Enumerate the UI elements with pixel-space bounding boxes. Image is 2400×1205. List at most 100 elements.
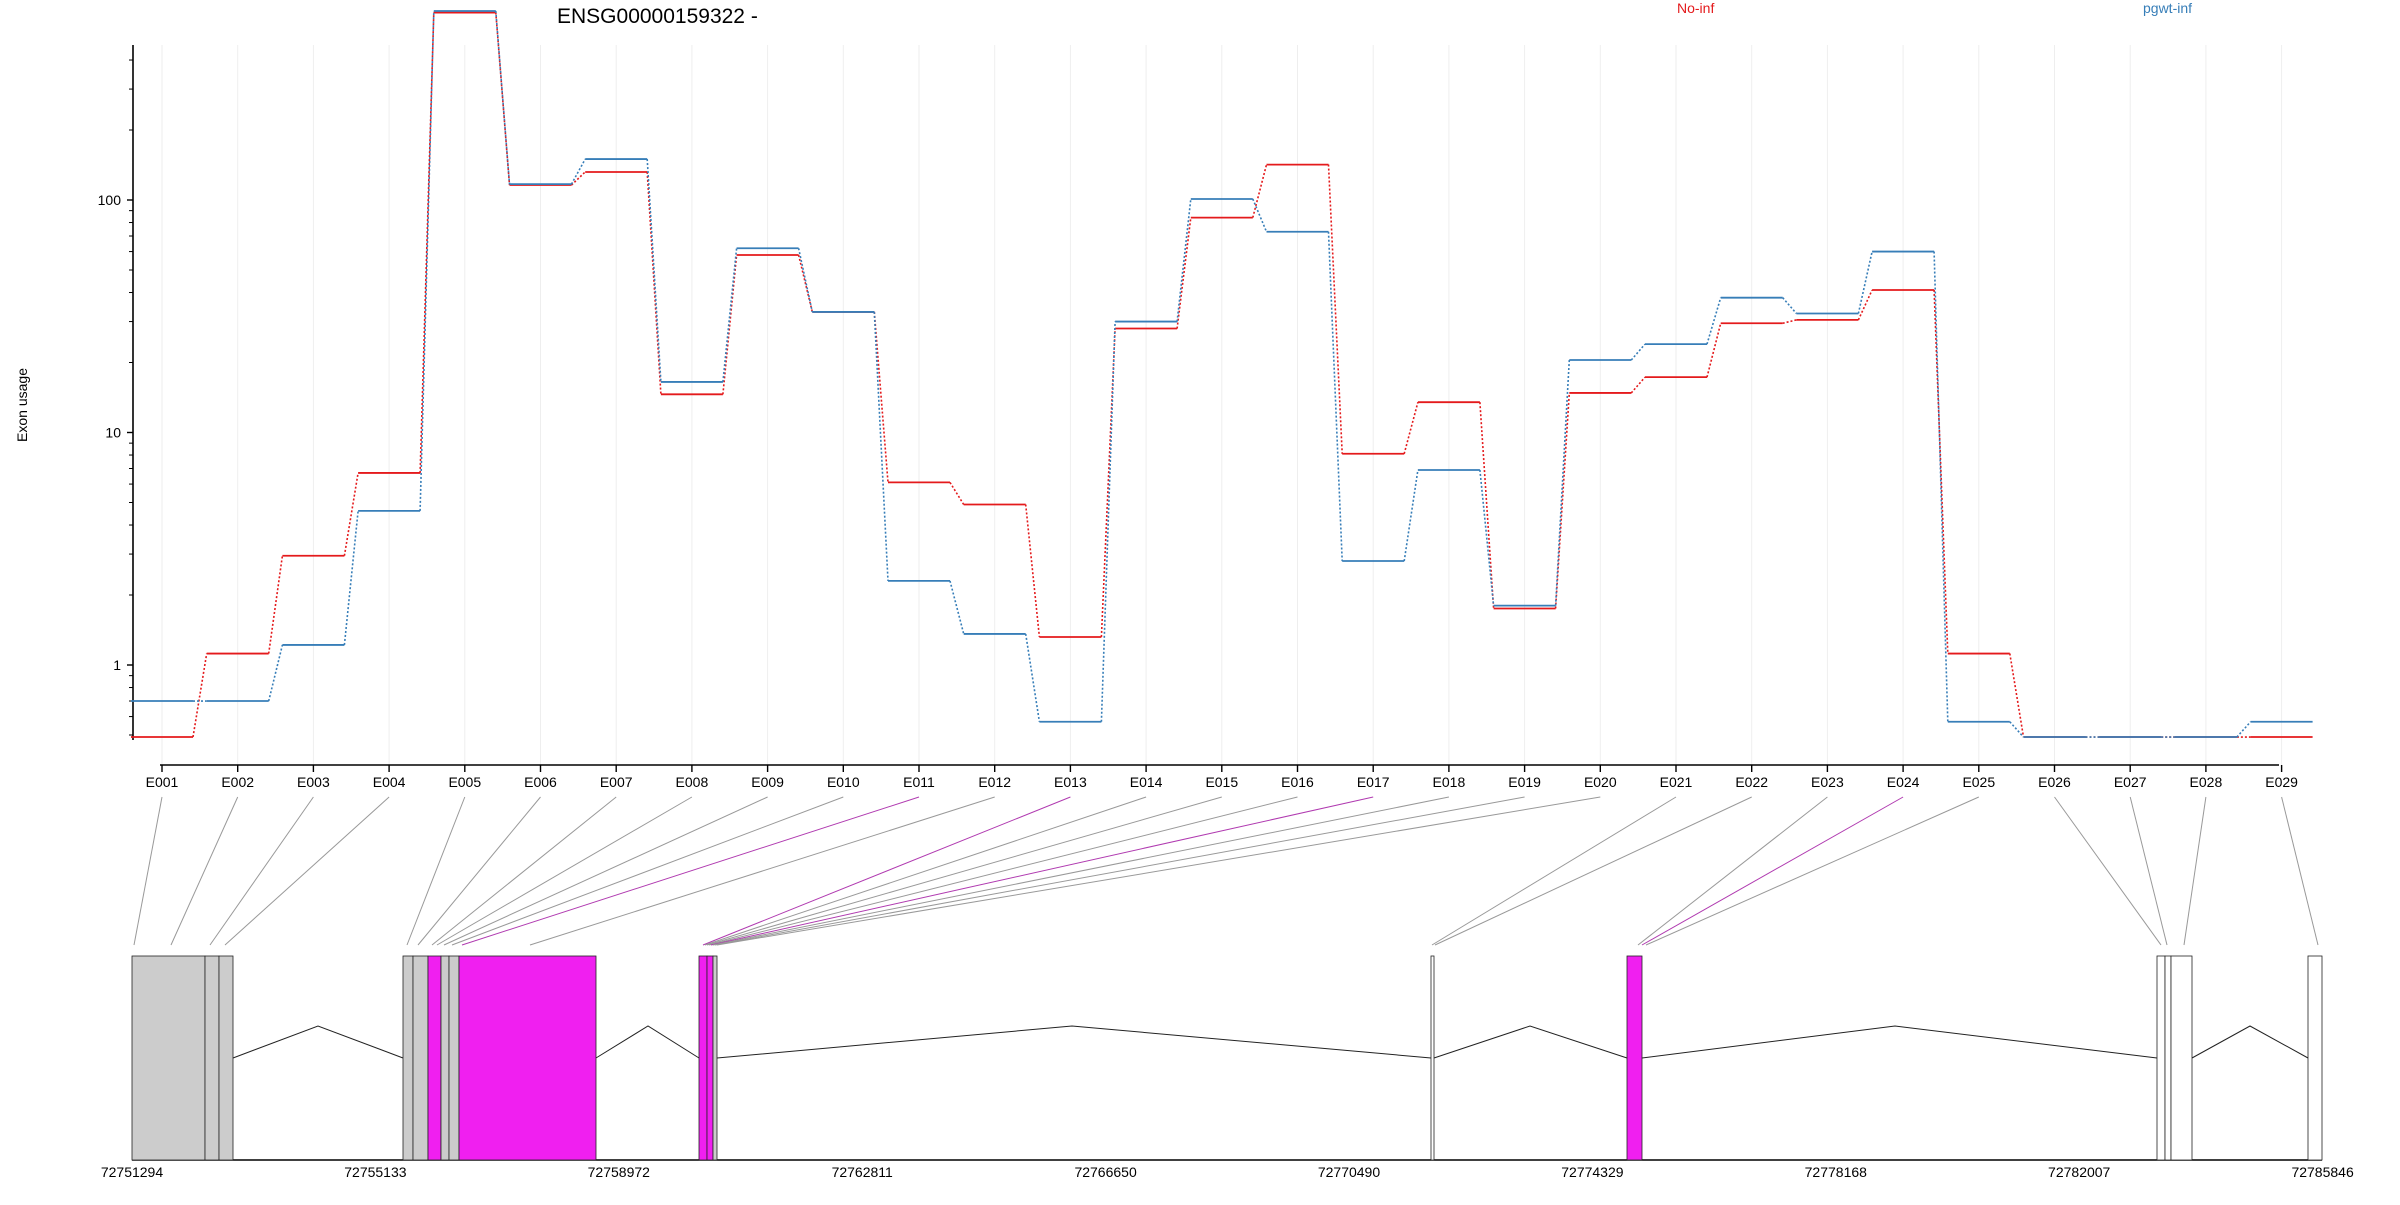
exon-mapping-line (133, 796, 163, 946)
genomic-tick-label: 72782007 (2048, 1164, 2111, 1180)
exon-mapping-line (1641, 796, 1904, 946)
series-connector (1100, 321, 1116, 722)
series-connector (1630, 376, 1646, 394)
series-connector (1327, 231, 1343, 562)
y-tick-label: 10 (105, 425, 121, 441)
series-connector (2236, 721, 2252, 738)
series-connector (2009, 653, 2025, 738)
series-connector (1630, 343, 1646, 361)
legend-label-pgwt-inf: pgwt-inf (2143, 0, 2192, 16)
series-connector (343, 510, 359, 646)
x-tick-label-e026: E026 (2038, 774, 2071, 790)
exon-mapping-line (1637, 796, 1828, 946)
x-tick-label-e003: E003 (297, 774, 330, 790)
exon-mapping-line (704, 796, 1147, 946)
x-tick-label-e017: E017 (1357, 774, 1390, 790)
intron-connector (1433, 1025, 1628, 1059)
series-connector (343, 472, 359, 556)
series-connector (873, 311, 889, 483)
exon-block (218, 955, 234, 1161)
x-tick-label-e005: E005 (448, 774, 481, 790)
x-tick-label-e004: E004 (373, 774, 406, 790)
exon-block (412, 955, 429, 1161)
exon-mapping-line (431, 796, 617, 946)
x-tick-label-e001: E001 (146, 774, 179, 790)
series-connector (949, 580, 965, 635)
exon-block (2164, 955, 2172, 1161)
exon-mapping-line (2281, 796, 2319, 946)
exon-block (2307, 955, 2323, 1161)
series-connector (2009, 721, 2025, 738)
x-tick-label-e024: E024 (1887, 774, 1920, 790)
exon-block (706, 955, 714, 1161)
exon-mapping-line (436, 796, 693, 946)
genomic-tick-label: 72755133 (344, 1164, 407, 1180)
x-tick-label-e007: E007 (600, 774, 633, 790)
exon-mapping-line (406, 796, 466, 946)
x-tick-label-e010: E010 (827, 774, 860, 790)
exon-mapping-line (2129, 796, 2168, 946)
series-pgwt-inf (131, 10, 2313, 738)
series-connector (1176, 198, 1192, 322)
intron-connector (232, 1025, 404, 1059)
series-connector (267, 555, 284, 654)
series-connector (1782, 319, 1797, 325)
exon-block (448, 955, 460, 1161)
x-tick-label-e015: E015 (1205, 774, 1238, 790)
x-tick-label-e014: E014 (1130, 774, 1163, 790)
x-tick-label-e022: E022 (1735, 774, 1768, 790)
genomic-tick-label: 72785846 (2291, 1164, 2354, 1180)
x-tick-label-e027: E027 (2114, 774, 2147, 790)
series-connector (1024, 504, 1041, 638)
series-connector (1706, 297, 1722, 345)
exon-mapping-line (170, 796, 239, 946)
exon-mapping-line (2183, 796, 2207, 946)
series-connector (1100, 328, 1116, 638)
x-tick-label-e025: E025 (1962, 774, 1995, 790)
series-layer (131, 10, 2313, 738)
intron-connector (2191, 1025, 2309, 1059)
exon-mapping-line (461, 796, 920, 946)
exon-block (698, 955, 708, 1161)
series-connector (646, 171, 662, 395)
series-connector (1706, 323, 1722, 378)
exon-mapping-line (1431, 796, 1677, 946)
intron-connector (1641, 1025, 2158, 1059)
exon-block (440, 955, 450, 1161)
x-tick-label-e012: E012 (978, 774, 1011, 790)
intron-connector (595, 1025, 700, 1059)
legend-label-no-inf: No-inf (1677, 0, 1714, 16)
series-connector (1479, 469, 1495, 606)
genomic-tick-label: 72778168 (1805, 1164, 1868, 1180)
exon-mapping-line (224, 796, 390, 946)
exon-block (427, 955, 442, 1161)
series-connector (1857, 251, 1873, 314)
x-tick-label-e009: E009 (751, 774, 784, 790)
genomic-tick-label: 72770490 (1318, 1164, 1381, 1180)
exon-block (2170, 955, 2193, 1161)
series-connector (1857, 289, 1873, 321)
exon-mapping-line (1434, 796, 1752, 946)
series-connector (1176, 217, 1192, 329)
x-tick-label-e029: E029 (2265, 774, 2298, 790)
genomic-tick-label: 72758972 (588, 1164, 651, 1180)
exon-mapping-line (710, 796, 1374, 946)
exon-block (1430, 955, 1435, 1161)
series-connector (419, 10, 435, 511)
x-tick-label-e023: E023 (1811, 774, 1844, 790)
series-connector (1554, 359, 1571, 606)
x-tick-label-e002: E002 (221, 774, 254, 790)
series-connector (646, 159, 662, 382)
series-connector (1252, 164, 1268, 218)
exon-mapping-line (417, 796, 541, 946)
genomic-tick-label: 72766650 (1074, 1164, 1137, 1180)
series-connector (797, 248, 814, 313)
genomic-tick-label: 72762811 (832, 1164, 893, 1180)
series-connector (1403, 469, 1419, 562)
y-tick-label: 100 (98, 192, 122, 208)
x-tick-label-e020: E020 (1584, 774, 1617, 790)
x-tick-label-e013: E013 (1054, 774, 1087, 790)
exon-block (458, 955, 597, 1161)
series-connector (722, 254, 738, 395)
